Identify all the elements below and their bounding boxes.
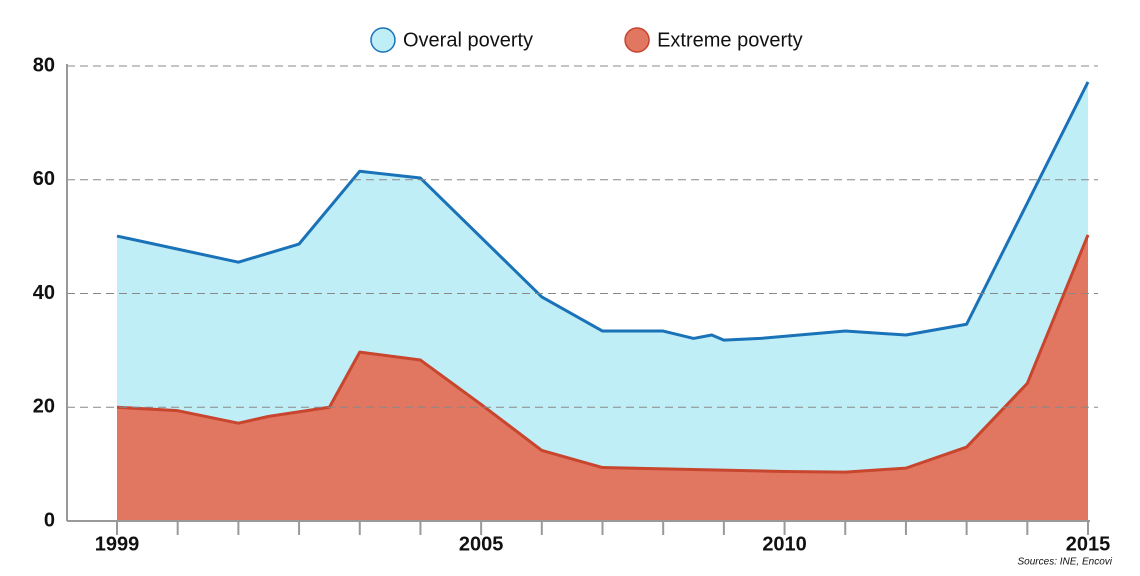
legend-swatch (624, 27, 650, 53)
line (116, 234, 1090, 474)
x-tick-label: 2005 (459, 533, 504, 555)
y-tick-label: 60 (33, 168, 55, 190)
y-tick-label: 80 (33, 54, 55, 76)
line (116, 81, 1090, 342)
y-tick-label: 0 (44, 509, 55, 531)
grid (67, 65, 1098, 408)
x-tick-label: 2010 (762, 533, 807, 555)
plot: 0 20 40 60 80 1999 2005 2010 2015 Overal poverty E… (33, 27, 1111, 555)
legend-swatch (370, 27, 396, 53)
legend-label: Overal poverty (403, 29, 533, 51)
y-tick-label: 20 (33, 396, 55, 418)
legend-label: Extreme poverty (657, 29, 803, 51)
y-tick-label: 40 (33, 282, 55, 304)
x-tick-label: 2015 (1066, 533, 1111, 555)
area (117, 234, 1088, 521)
source: Sources: INE, Encovi (1018, 557, 1113, 568)
x-tick-label: 1999 (95, 533, 140, 555)
